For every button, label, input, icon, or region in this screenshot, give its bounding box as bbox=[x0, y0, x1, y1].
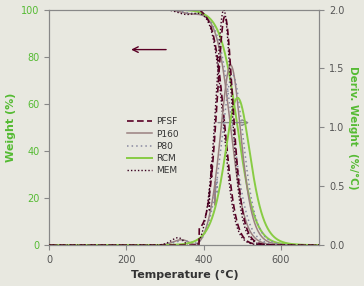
Legend: PFSF, P160, P80, RCM, MEM: PFSF, P160, P80, RCM, MEM bbox=[127, 117, 179, 175]
Y-axis label: Deriv. Weight  (%/°C): Deriv. Weight (%/°C) bbox=[348, 65, 359, 189]
X-axis label: Temperature (°C): Temperature (°C) bbox=[131, 270, 238, 281]
Y-axis label: Weight (%): Weight (%) bbox=[5, 93, 16, 162]
